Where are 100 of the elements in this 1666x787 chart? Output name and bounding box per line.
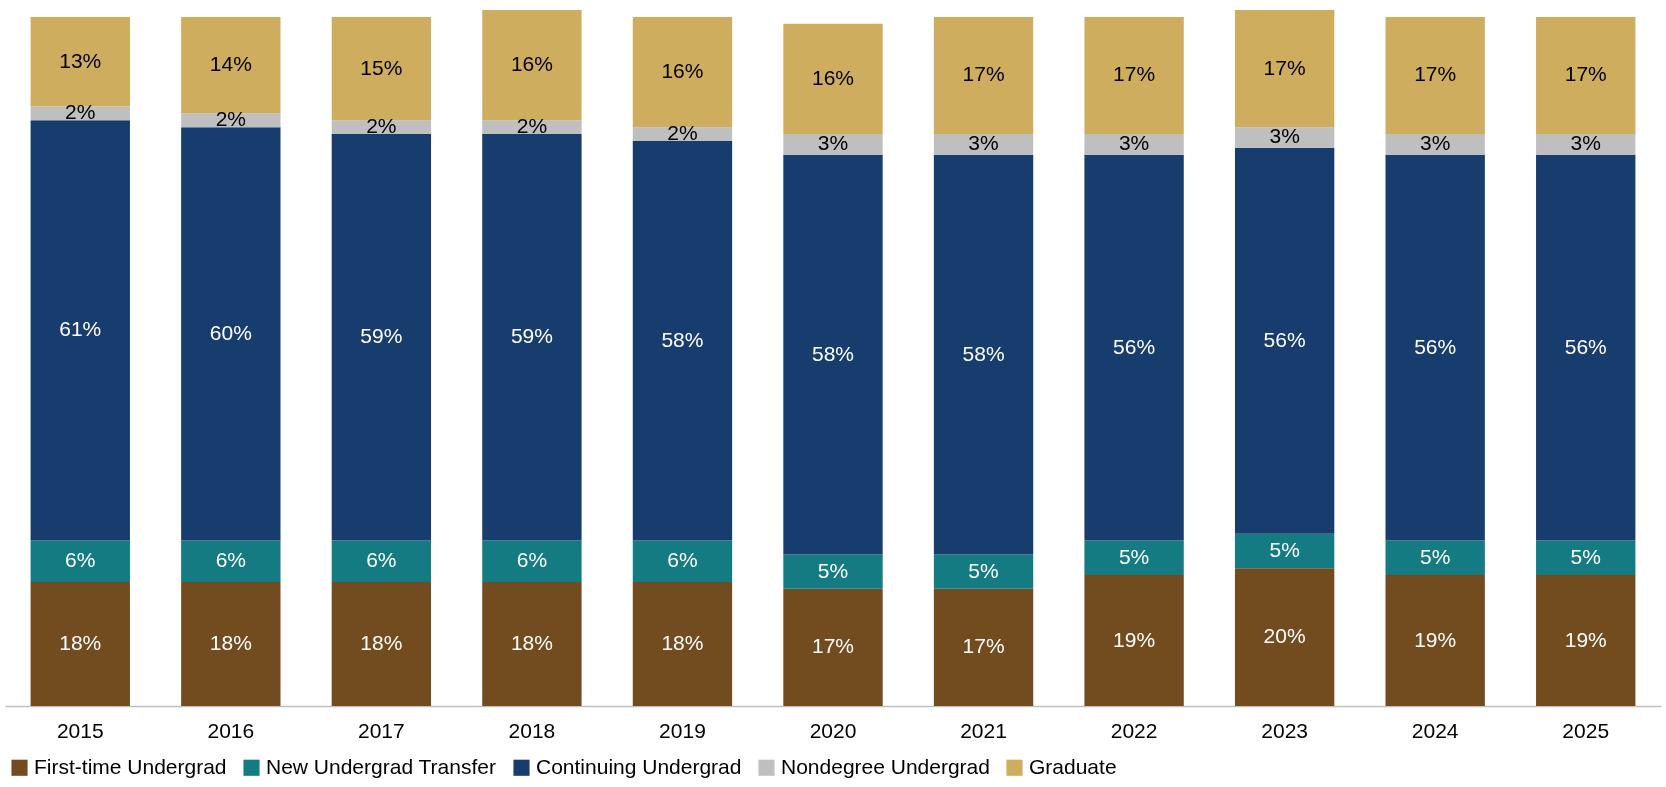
bar <box>331 16 432 121</box>
data-label: 59% <box>360 324 403 348</box>
data-label: 19% <box>1564 627 1607 651</box>
data-label: 6% <box>366 548 397 572</box>
data-label: 3% <box>1269 124 1300 148</box>
bar <box>632 581 733 706</box>
data-label: 59% <box>510 324 553 348</box>
x-tick-label: 2019 <box>659 718 706 742</box>
bar <box>482 540 582 582</box>
data-label: 3% <box>817 131 849 155</box>
bar <box>1084 154 1184 541</box>
data-label: 3% <box>968 131 999 155</box>
bar <box>1084 134 1184 155</box>
data-label: 56% <box>1564 334 1607 358</box>
bar <box>1536 134 1636 155</box>
bar <box>1234 568 1335 706</box>
legend-label: Continuing Undergrad <box>536 754 742 778</box>
legend-label: Nondegree Undergrad <box>781 754 990 778</box>
bar <box>1385 575 1485 706</box>
bar <box>1084 575 1184 706</box>
bar <box>1385 540 1485 576</box>
data-label: 18% <box>209 630 252 654</box>
bar <box>181 127 281 541</box>
data-label: 18% <box>59 630 102 654</box>
data-label: 5% <box>968 558 999 582</box>
data-label: 3% <box>1420 131 1451 155</box>
data-label: 17% <box>811 634 855 658</box>
bar <box>933 154 1034 555</box>
data-label: 6% <box>516 548 548 572</box>
data-label: 6% <box>215 548 246 572</box>
x-tick-label: 2023 <box>1261 718 1308 742</box>
bar <box>783 134 883 155</box>
data-label: 17% <box>1414 62 1457 86</box>
bar <box>1536 16 1636 135</box>
bar <box>1234 127 1335 148</box>
bar <box>783 554 883 589</box>
bar <box>1385 154 1485 541</box>
data-label: 13% <box>59 48 102 72</box>
bar <box>933 588 1034 706</box>
bar <box>783 23 883 135</box>
bar <box>30 540 130 582</box>
data-label: 16% <box>661 59 704 83</box>
bar <box>1084 16 1184 135</box>
data-label: 2% <box>516 114 548 138</box>
data-label: 5% <box>1269 537 1300 561</box>
data-label: 5% <box>1420 544 1451 568</box>
data-label: 17% <box>1113 62 1156 86</box>
bar <box>1234 147 1335 534</box>
data-label: 16% <box>510 52 553 76</box>
bar <box>181 540 281 582</box>
bar <box>933 16 1034 135</box>
data-label: 2% <box>215 107 246 131</box>
data-label: 17% <box>962 634 1005 658</box>
data-label: 19% <box>1414 627 1457 651</box>
bar <box>181 581 281 706</box>
bar <box>482 10 582 121</box>
data-label: 56% <box>1263 327 1306 351</box>
data-label: 18% <box>510 630 553 654</box>
bar <box>933 134 1034 155</box>
bar <box>1385 16 1485 135</box>
data-label: 56% <box>1113 334 1156 358</box>
bar <box>783 588 883 706</box>
data-label: 6% <box>667 548 698 572</box>
data-label: 17% <box>1263 55 1306 79</box>
x-tick-label: 2016 <box>207 718 255 742</box>
bar <box>331 581 432 706</box>
data-label: 58% <box>661 327 704 351</box>
bar <box>632 140 733 541</box>
bar <box>783 154 883 555</box>
data-label: 18% <box>360 630 403 654</box>
x-tick-label: 2020 <box>809 718 857 742</box>
bar <box>933 554 1034 589</box>
data-label: 61% <box>59 317 102 341</box>
legend-label: Graduate <box>1029 754 1117 778</box>
x-tick-label: 2021 <box>960 718 1007 742</box>
data-label: 18% <box>661 630 704 654</box>
bar <box>1536 154 1636 541</box>
bar <box>30 120 130 541</box>
x-tick-label: 2025 <box>1562 718 1610 742</box>
data-label: 5% <box>1118 544 1150 568</box>
data-label: 6% <box>65 548 96 572</box>
data-label: 5% <box>1570 544 1601 568</box>
bar <box>1536 575 1636 706</box>
bar <box>1385 134 1485 155</box>
bar <box>482 581 582 706</box>
bar <box>632 16 733 128</box>
data-label: 58% <box>811 341 855 365</box>
data-label: 58% <box>962 341 1005 365</box>
bar <box>331 540 432 582</box>
data-label: 60% <box>209 320 252 344</box>
data-label: 14% <box>209 52 252 76</box>
bar <box>331 134 432 541</box>
data-label: 2% <box>366 114 397 138</box>
bar <box>30 581 130 706</box>
x-tick-label: 2024 <box>1411 718 1459 742</box>
data-label: 19% <box>1113 627 1156 651</box>
data-label: 2% <box>667 121 698 145</box>
bar <box>181 16 281 114</box>
data-label: 16% <box>811 65 855 89</box>
bar <box>1234 533 1335 569</box>
